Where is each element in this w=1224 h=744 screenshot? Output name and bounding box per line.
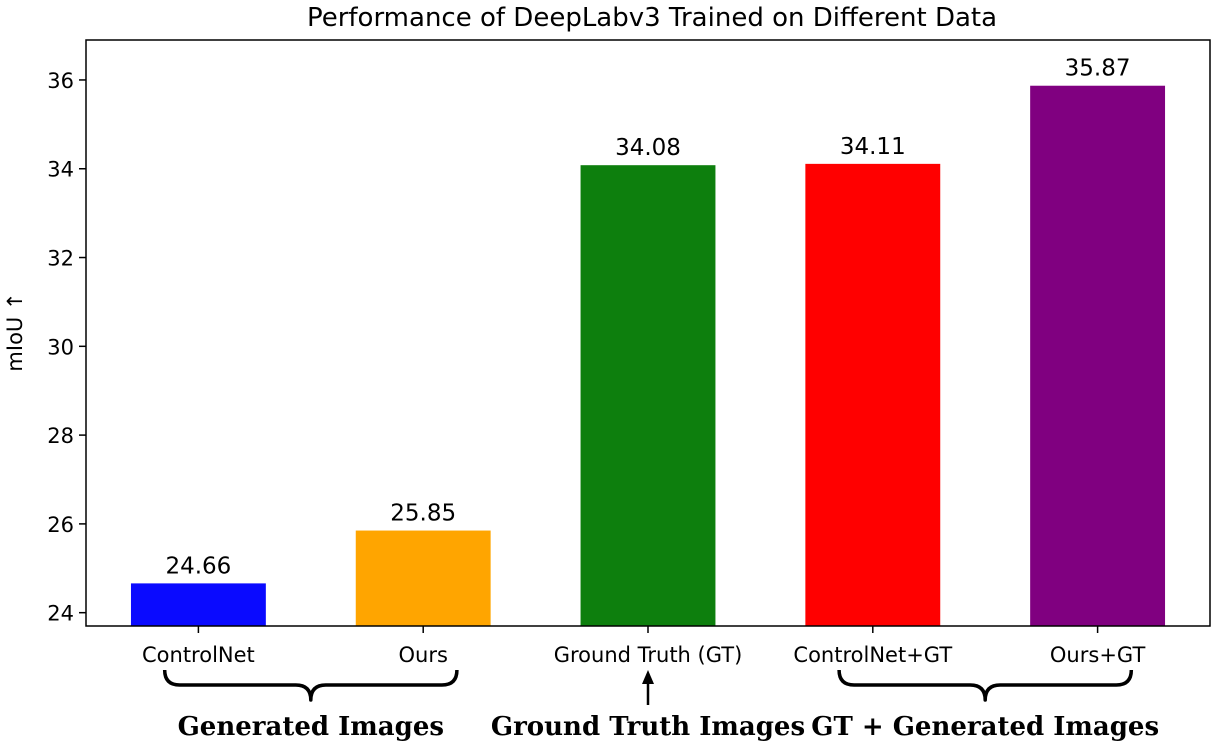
group-brace bbox=[837, 669, 1134, 702]
plot-frame bbox=[85, 39, 1211, 627]
x-tick-label: ControlNet+GT bbox=[793, 643, 952, 667]
y-tick-label: 30 bbox=[47, 335, 74, 359]
group-annotations: Generated Images Ground Truth Images GT + … bbox=[162, 669, 1159, 742]
x-tick-label: Ours bbox=[398, 643, 447, 667]
y-tick-label: 28 bbox=[47, 424, 74, 448]
bar bbox=[130, 583, 266, 626]
y-tick-label: 36 bbox=[47, 69, 74, 93]
y-axis: 24 26 28 30 32 34 36 bbox=[47, 69, 86, 626]
group-brace bbox=[162, 669, 459, 702]
bar bbox=[580, 165, 716, 626]
bar-value-label: 24.66 bbox=[165, 553, 231, 579]
x-tick-label: Ground Truth (GT) bbox=[554, 643, 743, 667]
x-tick-label: Ours+GT bbox=[1050, 643, 1146, 667]
y-tick-label: 32 bbox=[47, 247, 74, 271]
x-tick-label: ControlNet bbox=[142, 643, 255, 667]
bar-value-label: 34.08 bbox=[615, 135, 681, 161]
y-axis-label: mIoU ↑ bbox=[3, 292, 27, 371]
group-label: GT + Generated Images bbox=[811, 712, 1159, 742]
bar-value-label: 34.11 bbox=[840, 134, 906, 160]
group-label: Generated Images bbox=[178, 712, 444, 742]
bar-value-labels: 24.66 25.85 34.08 34.11 35.87 bbox=[165, 56, 1130, 580]
x-axis: ControlNet Ours Ground Truth (GT) ControlNe… bbox=[142, 626, 1145, 667]
group-arrow-head bbox=[642, 670, 654, 684]
bars bbox=[130, 85, 1166, 627]
bar-value-label: 35.87 bbox=[1065, 56, 1131, 82]
bar bbox=[805, 163, 941, 627]
y-tick-label: 26 bbox=[47, 513, 74, 537]
bar bbox=[355, 530, 491, 626]
group-label: Ground Truth Images bbox=[491, 712, 805, 742]
chart-title: Performance of DeepLabv3 Trained on Diff… bbox=[307, 3, 997, 33]
bar-value-label: 25.85 bbox=[390, 501, 456, 527]
y-tick-label: 34 bbox=[47, 158, 74, 182]
bar bbox=[1030, 85, 1166, 626]
y-tick-label: 24 bbox=[47, 602, 74, 626]
